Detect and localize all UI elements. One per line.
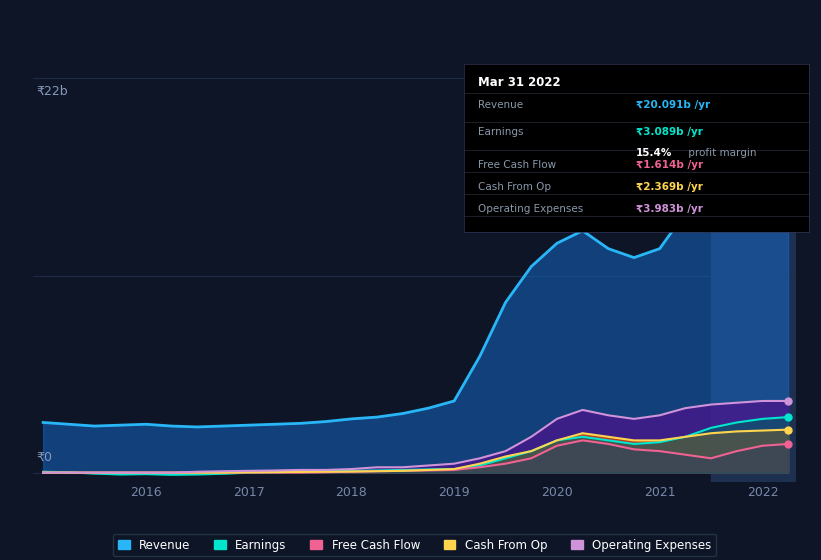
Text: profit margin: profit margin [685, 148, 756, 158]
Text: ₹22b: ₹22b [37, 85, 68, 97]
Text: Cash From Op: Cash From Op [478, 182, 551, 192]
Text: ₹3.089b /yr: ₹3.089b /yr [636, 127, 703, 137]
Bar [711, 78, 799, 482]
Text: Mar 31 2022: Mar 31 2022 [478, 76, 560, 89]
Legend: Revenue, Earnings, Free Cash Flow, Cash From Op, Operating Expenses: Revenue, Earnings, Free Cash Flow, Cash … [113, 534, 716, 556]
Text: ₹1.614b /yr: ₹1.614b /yr [636, 160, 704, 170]
Text: 15.4%: 15.4% [636, 148, 672, 158]
Text: ₹2.369b /yr: ₹2.369b /yr [636, 182, 703, 192]
Text: ₹0: ₹0 [37, 451, 53, 464]
Text: Free Cash Flow: Free Cash Flow [478, 160, 556, 170]
Text: ₹3.983b /yr: ₹3.983b /yr [636, 204, 703, 214]
Text: Earnings: Earnings [478, 127, 523, 137]
Text: Revenue: Revenue [478, 100, 523, 110]
Text: Operating Expenses: Operating Expenses [478, 204, 583, 214]
Text: ₹20.091b /yr: ₹20.091b /yr [636, 100, 710, 110]
